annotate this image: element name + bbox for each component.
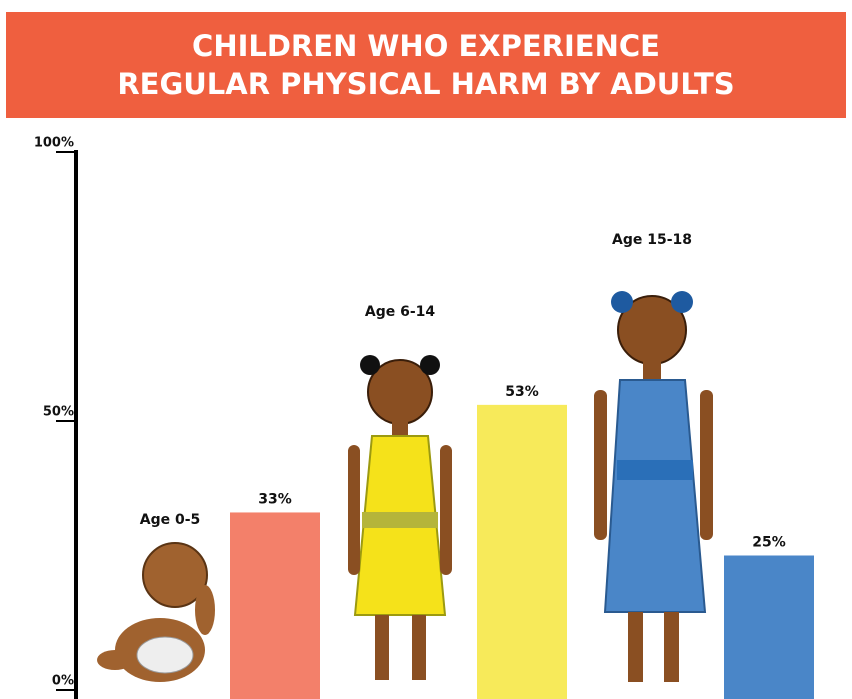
category-label: Age 6-14	[365, 304, 436, 320]
y-tick-label: 50%	[43, 405, 74, 420]
header: CHILDREN WHO EXPERIENCE REGULAR PHYSICAL…	[6, 12, 846, 118]
teen-illustration	[594, 291, 713, 682]
value-label: 25%	[752, 535, 786, 551]
bar	[724, 555, 814, 699]
value-label: 53%	[505, 384, 539, 400]
y-tick-label: 100%	[34, 136, 74, 151]
child-illustration	[348, 355, 452, 680]
bar	[230, 512, 320, 699]
chart-title: CHILDREN WHO EXPERIENCE REGULAR PHYSICAL…	[117, 29, 735, 101]
category-label: Age 15-18	[612, 232, 692, 248]
bar	[477, 404, 567, 699]
baby-illustration	[97, 542, 215, 682]
value-label: 33%	[258, 491, 292, 507]
category-label: Age 0-5	[140, 512, 201, 528]
y-tick-label: 0%	[52, 674, 74, 689]
